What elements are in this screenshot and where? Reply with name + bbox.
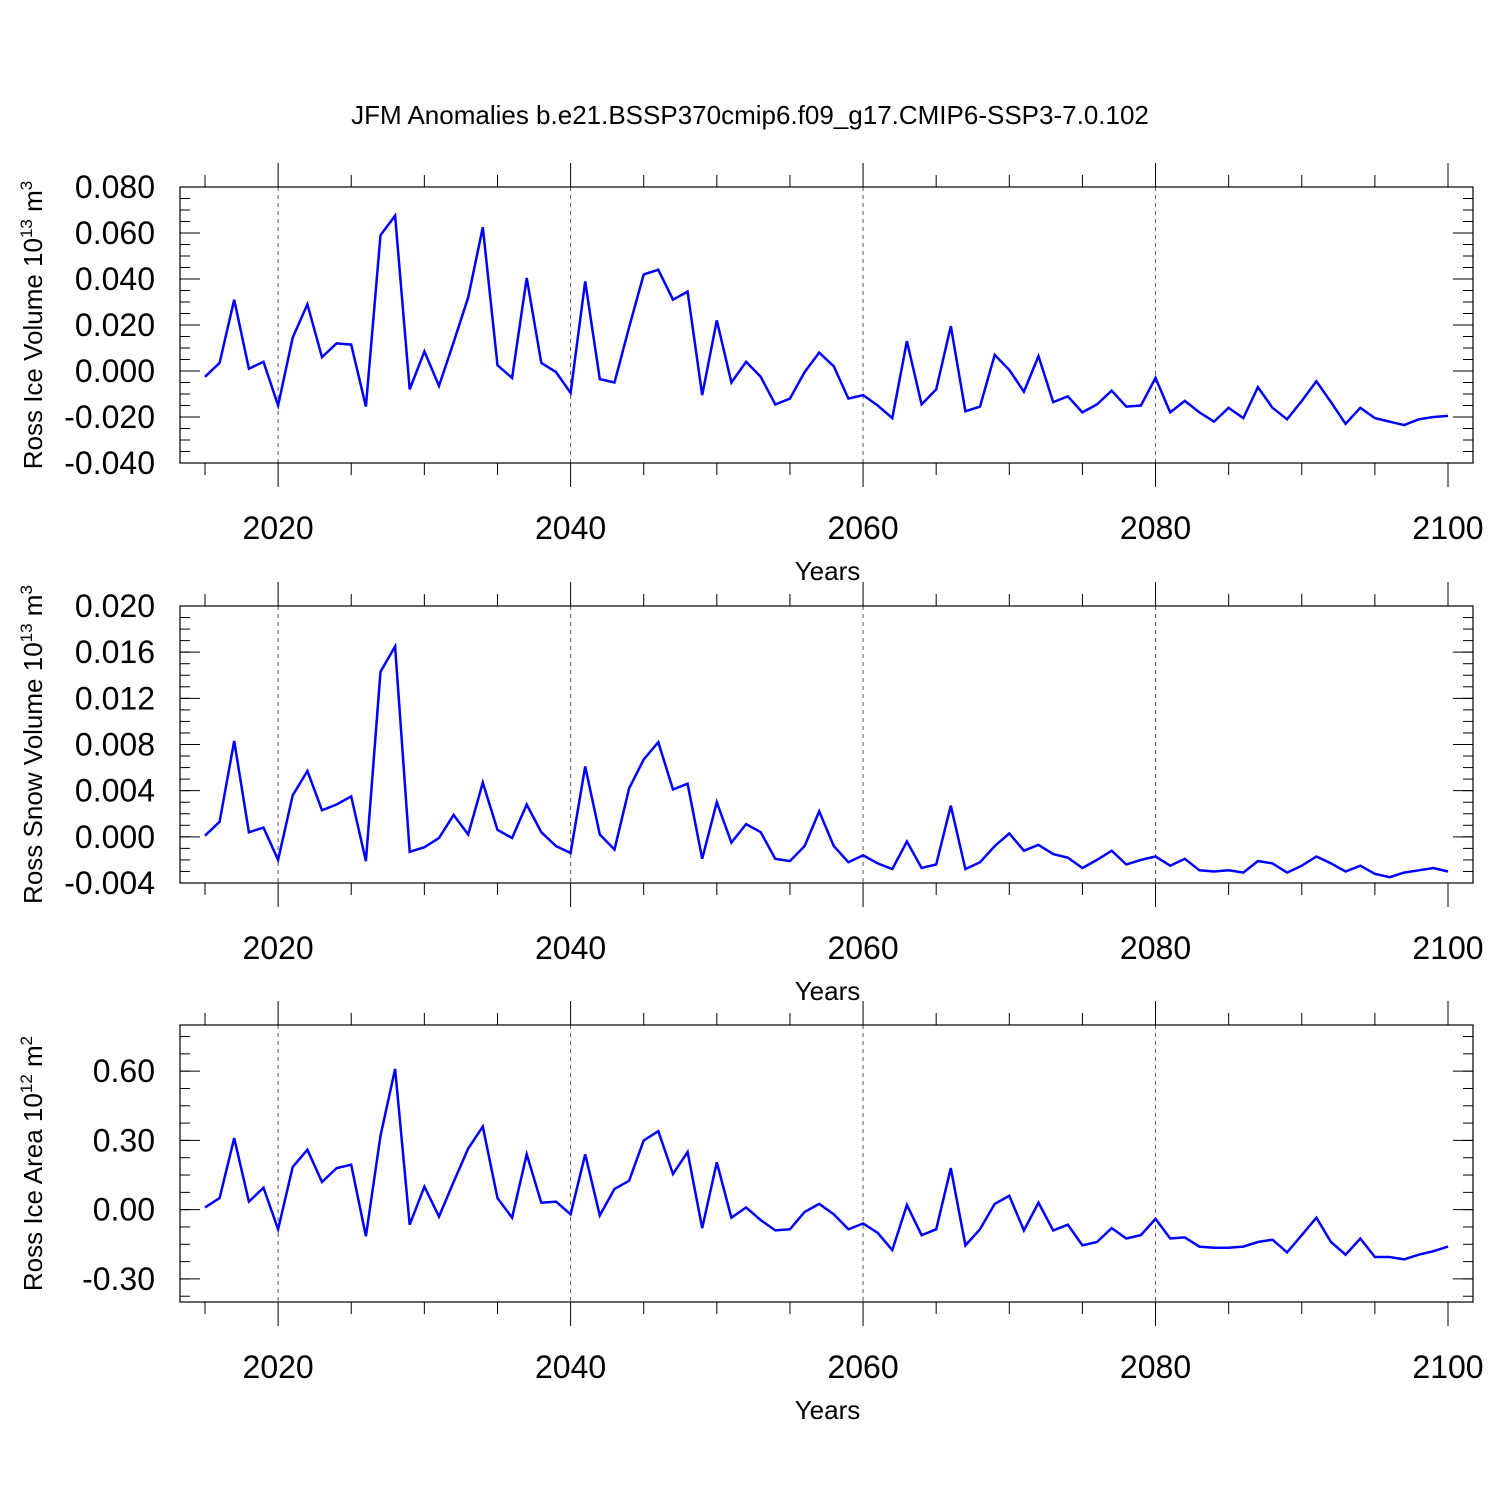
y-axis-title-unit-exponent: 3 (17, 585, 36, 594)
x-tick-label: 2100 (1412, 930, 1483, 966)
y-tick-label: 0.60 (93, 1053, 155, 1089)
x-axis-title: Years (795, 1395, 861, 1425)
x-tick-label: 2020 (243, 1349, 314, 1385)
x-tick-label: 2060 (827, 510, 898, 546)
x-tick-label: 2040 (535, 930, 606, 966)
y-tick-label: 0.016 (75, 634, 155, 670)
x-tick-label: 2100 (1412, 1349, 1483, 1385)
y-axis-title: Ross Snow Volume 1013 m3 (17, 585, 48, 904)
y-axis-title-main: Ross Ice Area 10 (18, 1093, 48, 1291)
y-tick-label: 0.012 (75, 680, 155, 716)
y-axis-title-unit: m (18, 1045, 48, 1074)
x-tick-label: 2080 (1120, 1349, 1191, 1385)
chart-panel-3: -0.30 0.00 0.30 0.60 2020 2040 2060 2080 2100 Yea… (17, 1001, 1484, 1425)
y-axis-title: Ross Ice Area 1012 m2 (17, 1036, 48, 1291)
series-line (204, 642, 1449, 879)
y-tick-label: 0.004 (75, 773, 155, 809)
y-tick-label: 0.008 (75, 727, 155, 763)
y-tick-label: 0.020 (75, 307, 155, 343)
y-axis-title-unit: m (18, 595, 48, 624)
x-tick-label: 2060 (827, 930, 898, 966)
x-axis-title: Years (795, 556, 861, 586)
y-axis-title-unit: m (18, 190, 48, 219)
y-axis-title-main: Ross Ice Volume 10 (18, 238, 48, 469)
x-tick-label: 2040 (535, 1349, 606, 1385)
y-tick-label: 0.080 (75, 169, 155, 205)
y-tick-label: 0.00 (93, 1192, 155, 1228)
series-line (204, 212, 1449, 427)
y-axis-title-unit-exponent: 3 (17, 181, 36, 190)
y-tick-label: -0.020 (64, 399, 155, 435)
x-tick-label: 2060 (827, 1349, 898, 1385)
y-axis-title-exponent: 12 (17, 1074, 36, 1093)
x-tick-label: 2040 (535, 510, 606, 546)
x-tick-label: 2080 (1120, 930, 1191, 966)
y-tick-label: -0.004 (64, 865, 155, 901)
x-tick-label: 2020 (243, 930, 314, 966)
y-tick-label: 0.020 (75, 588, 155, 624)
y-tick-label: -0.040 (64, 445, 155, 481)
y-tick-label: 0.30 (93, 1122, 155, 1158)
x-axis-title: Years (795, 976, 861, 1006)
y-axis-title-unit-exponent: 2 (17, 1036, 36, 1045)
series-line (204, 1068, 1449, 1261)
panels: -0.040 -0.020 0.000 0.020 0.040 0.060 0.080 202… (17, 163, 1484, 1425)
chart-panel-1: -0.040 -0.020 0.000 0.020 0.040 0.060 0.080 202… (17, 163, 1484, 586)
y-axis-title-exponent: 13 (17, 623, 36, 642)
figure-title: JFM Anomalies b.e21.BSSP370cmip6.f09_g17… (351, 100, 1149, 130)
plot-frame (179, 605, 1474, 884)
y-tick-label: 0.040 (75, 261, 155, 297)
y-tick-label: 0.000 (75, 353, 155, 389)
x-tick-label: 2020 (243, 510, 314, 546)
y-tick-label: 0.000 (75, 819, 155, 855)
x-tick-label: 2080 (1120, 510, 1191, 546)
plot-frame (179, 1024, 1474, 1303)
plot-frame (179, 186, 1474, 464)
y-tick-label: 0.060 (75, 215, 155, 251)
y-axis-title-main: Ross Snow Volume 10 (18, 642, 48, 904)
x-tick-label: 2100 (1412, 510, 1483, 546)
chart-panel-2: -0.004 0.000 0.004 0.008 0.012 0.016 0.020 2020… (17, 582, 1484, 1006)
y-tick-label: -0.30 (82, 1261, 155, 1297)
y-axis-title: Ross Ice Volume 1013 m3 (17, 181, 48, 470)
y-axis-title-exponent: 13 (17, 219, 36, 238)
